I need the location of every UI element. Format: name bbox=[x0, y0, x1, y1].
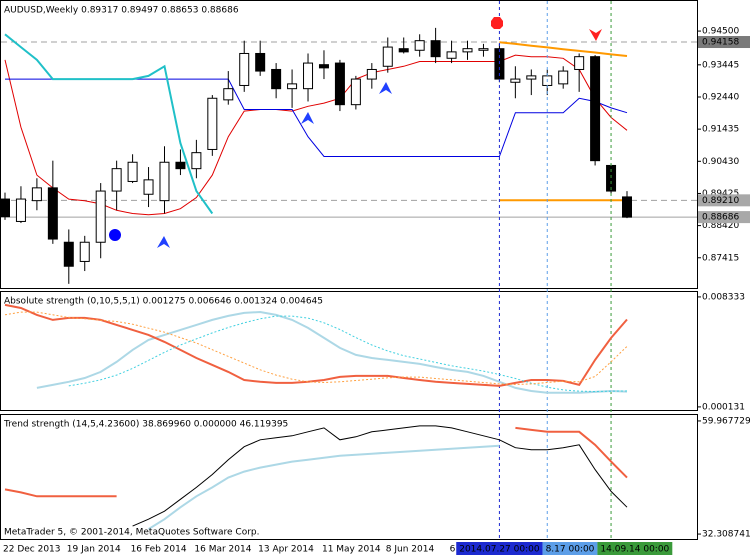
panel-title: Trend strength (14,5,4.23600) 38.869960 … bbox=[3, 420, 288, 430]
signal-octagon bbox=[491, 17, 503, 29]
candle-body bbox=[334, 62, 345, 106]
x-tick-label: 16 Feb 2014 bbox=[131, 545, 187, 555]
candle-body bbox=[303, 62, 314, 90]
candle-body bbox=[271, 68, 282, 90]
candle-body bbox=[127, 161, 138, 182]
y-tick-label: 0.92440 bbox=[702, 92, 739, 102]
crosshair-label: 2014.07.27 00:00 bbox=[459, 545, 540, 555]
y-tick-label: 0.90430 bbox=[702, 157, 739, 167]
candle-body bbox=[79, 241, 90, 262]
candle-body bbox=[0, 198, 10, 218]
x-tick-label: 6 bbox=[450, 545, 456, 555]
overlay-line bbox=[4, 54, 628, 216]
candle-body bbox=[159, 161, 170, 202]
candle-body bbox=[414, 40, 425, 51]
candle-body bbox=[350, 78, 361, 106]
x-tick-label: 13 Apr 2014 bbox=[258, 545, 314, 555]
y-tick-label: 0.88420 bbox=[702, 221, 739, 231]
x-tick-label: 16 Mar 2014 bbox=[194, 545, 251, 555]
indicator-line bbox=[132, 425, 628, 527]
signal-arrow bbox=[379, 82, 392, 94]
signal-dot bbox=[109, 229, 121, 241]
candle-body bbox=[15, 198, 26, 222]
crosshair-label: 8.17 00:00 bbox=[546, 545, 595, 555]
candle-body bbox=[462, 48, 473, 53]
signal-arrow bbox=[157, 236, 170, 248]
candle-body bbox=[622, 196, 632, 218]
price-label-box bbox=[698, 194, 750, 207]
candle-body bbox=[510, 78, 521, 83]
x-tick-label: 8 Jun 2014 bbox=[386, 545, 435, 555]
candle-body bbox=[398, 48, 409, 53]
candle-body bbox=[255, 52, 266, 72]
indicator-line bbox=[4, 311, 628, 386]
candle-body bbox=[382, 46, 393, 67]
signal-icons bbox=[109, 17, 602, 248]
candle-body bbox=[175, 161, 186, 170]
x-tick-label: 19 Jan 2014 bbox=[67, 545, 121, 555]
candle-body bbox=[287, 83, 298, 90]
y-tick-label: 32.308741 bbox=[702, 530, 750, 540]
crosshair-label-box bbox=[456, 542, 543, 555]
crosshair-label-box bbox=[542, 542, 598, 555]
indicator-line bbox=[4, 303, 628, 387]
y-tick-label: 0.000131 bbox=[702, 402, 745, 412]
candle-body bbox=[111, 168, 122, 192]
candle-body bbox=[478, 48, 489, 51]
crosshair-label-box bbox=[597, 542, 673, 555]
candle-body bbox=[590, 56, 601, 162]
candle-body bbox=[207, 97, 218, 150]
y-tick-label: 0.91435 bbox=[702, 125, 739, 135]
x-tick-label: 22 Dec 2013 bbox=[3, 545, 61, 555]
price-label: 0.94158 bbox=[702, 38, 739, 48]
candle-body bbox=[446, 51, 457, 59]
price-label-box bbox=[698, 36, 750, 49]
footer: MetaTrader 5, © 2001-2014, MetaQuotes So… bbox=[4, 528, 260, 538]
candle-body bbox=[318, 64, 329, 69]
candle-body bbox=[223, 88, 234, 101]
indicator-panel bbox=[0, 414, 698, 540]
candle-body bbox=[239, 52, 250, 86]
candle-body bbox=[526, 75, 537, 80]
overlay-line bbox=[4, 33, 214, 215]
indicator-line bbox=[147, 444, 500, 530]
candle-body bbox=[558, 70, 569, 85]
y-tick-label: 59.967729 bbox=[702, 416, 750, 426]
x-tick-label: 11 May 2014 bbox=[322, 545, 381, 555]
indicator-line bbox=[36, 310, 628, 394]
candle-body bbox=[47, 187, 58, 240]
y-tick-label: 0.87415 bbox=[702, 253, 739, 263]
indicator-line bbox=[4, 426, 628, 498]
candle-body bbox=[31, 187, 42, 202]
panel-title: Absolute strength (0,10,5,5,1) 0.001275 … bbox=[4, 297, 323, 307]
candle-body bbox=[366, 68, 377, 80]
indicator-panel bbox=[0, 291, 698, 411]
price-label: 0.89210 bbox=[702, 196, 739, 206]
y-tick-label: 0.008333 bbox=[702, 292, 745, 302]
candle-body bbox=[63, 241, 74, 267]
price-label: 0.88686 bbox=[702, 213, 739, 223]
y-tick-label: 0.89425 bbox=[702, 189, 739, 199]
signal-arrow bbox=[589, 29, 602, 41]
y-tick-label: 0.94500 bbox=[702, 27, 739, 37]
candle-body bbox=[191, 152, 202, 170]
candle-body bbox=[95, 190, 106, 243]
candle-body bbox=[143, 179, 154, 195]
price-label-box bbox=[698, 211, 750, 224]
candle-body bbox=[574, 56, 585, 70]
overlay-line bbox=[499, 41, 628, 57]
price-panel bbox=[0, 0, 698, 289]
y-tick-label: 0.93445 bbox=[702, 60, 739, 70]
candle-body bbox=[430, 40, 441, 58]
panel-title: AUDUSD,Weekly 0.89317 0.89497 0.88653 0.… bbox=[4, 6, 239, 16]
signal-arrow bbox=[301, 112, 314, 124]
crosshair-label: 14.09.14 00:00 bbox=[600, 545, 669, 555]
